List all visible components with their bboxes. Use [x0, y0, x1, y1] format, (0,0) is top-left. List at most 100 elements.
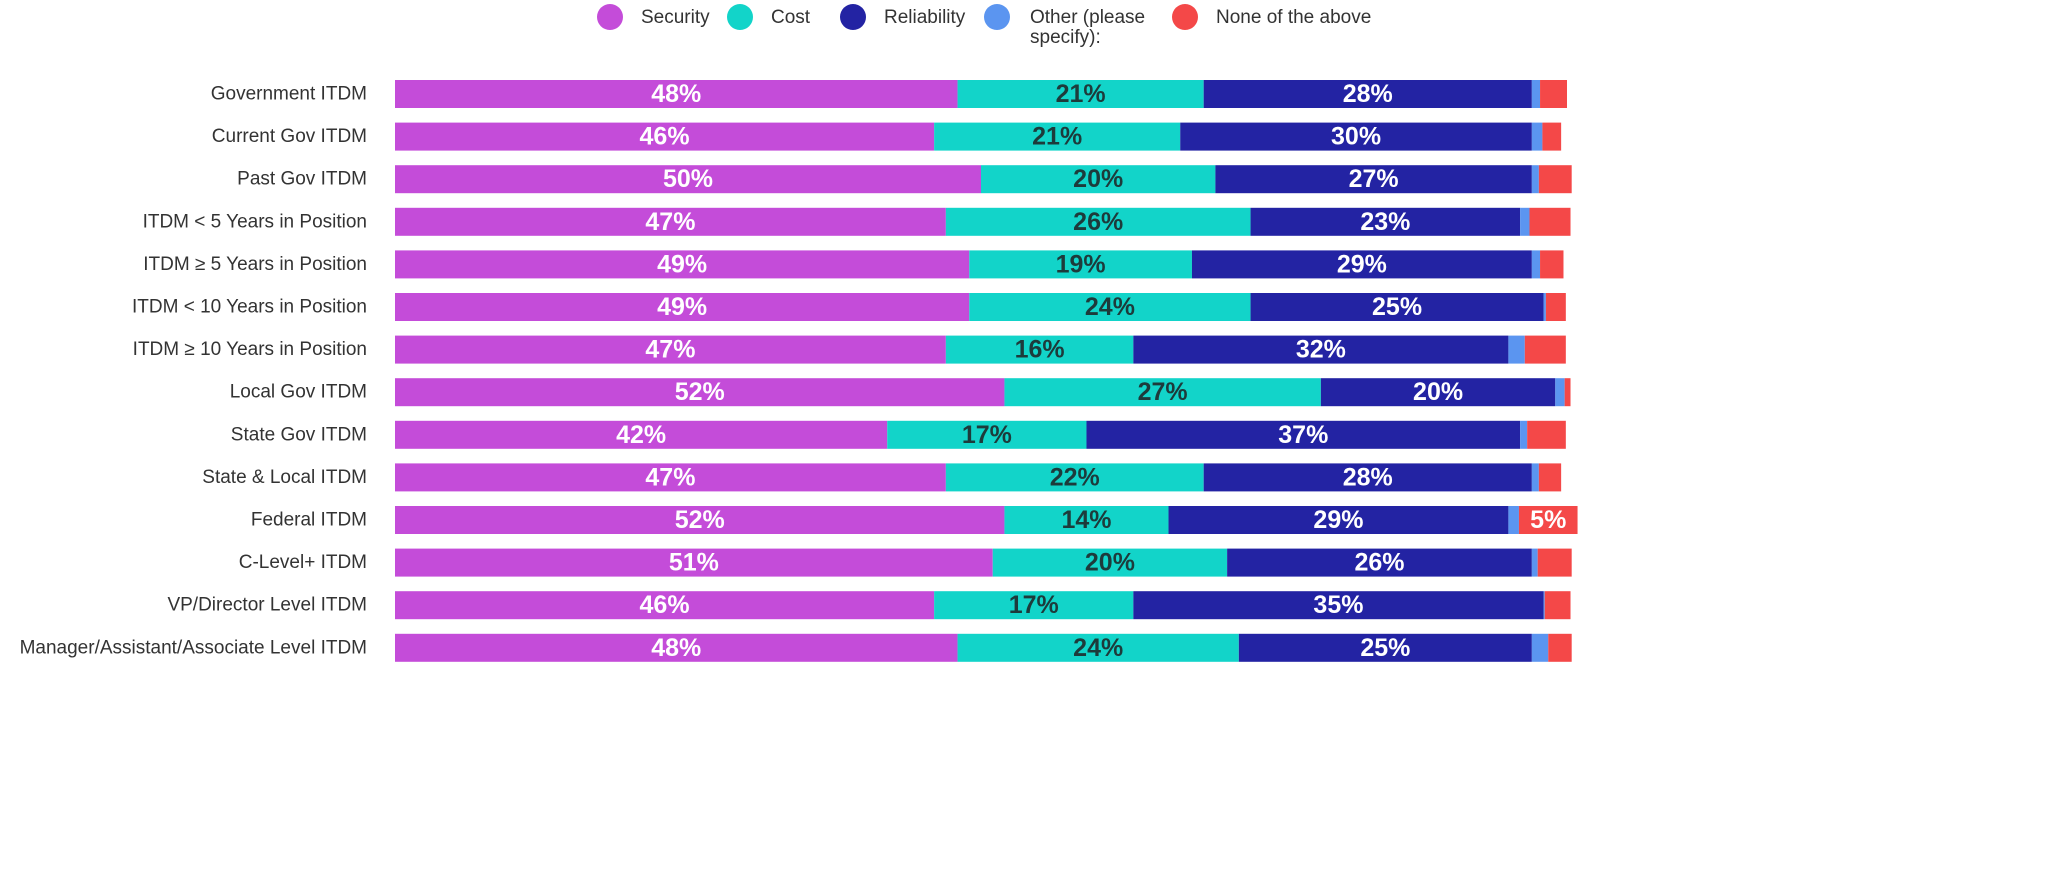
- bar-segment: [1555, 378, 1565, 407]
- data-label: 17%: [962, 421, 1012, 449]
- data-label: 29%: [1337, 250, 1387, 278]
- legend-swatch: [597, 4, 623, 30]
- bar-segment: [1538, 463, 1562, 492]
- y-tick-label: Manager/Assistant/Associate Level ITDM: [20, 637, 367, 658]
- bar-segment: [1508, 335, 1525, 364]
- data-label: 48%: [651, 80, 701, 108]
- bar-segment: [1203, 80, 1532, 108]
- bar-segment: [395, 207, 946, 236]
- bar-segment: [1004, 506, 1169, 534]
- bar-segment: [1531, 122, 1543, 151]
- bar-segment: [395, 548, 993, 577]
- bar-segment: [1531, 250, 1541, 279]
- data-label: 22%: [1050, 463, 1100, 491]
- bar-segment: [945, 207, 1251, 236]
- data-label: 47%: [645, 463, 695, 491]
- data-label: 49%: [657, 293, 707, 321]
- bar-segment: [1531, 633, 1549, 662]
- data-label: 52%: [675, 506, 725, 534]
- bar-segment: [1524, 335, 1566, 364]
- data-label: 46%: [640, 591, 690, 619]
- bar-segment: [395, 378, 1005, 407]
- bar-segment: [1527, 420, 1566, 449]
- data-label: 25%: [1372, 293, 1422, 321]
- data-label: 21%: [1056, 80, 1106, 108]
- bar-segment: [1531, 165, 1539, 194]
- bar-segment: [1564, 378, 1571, 407]
- data-label: 50%: [663, 165, 713, 193]
- bar-segment: [395, 420, 888, 449]
- bar-segment: [934, 591, 1134, 620]
- bar-segment: [1250, 293, 1544, 321]
- data-label: 21%: [1032, 123, 1082, 151]
- bar-segment: [1180, 122, 1532, 151]
- legend-swatch: [984, 4, 1010, 30]
- bar-segment: [395, 335, 946, 364]
- legend-item: Cost: [727, 0, 847, 60]
- bar-segment: [1086, 420, 1521, 449]
- bar-segment: [1545, 293, 1566, 321]
- data-label: 25%: [1360, 634, 1410, 662]
- legend-label: Reliability: [884, 7, 966, 28]
- data-label: 17%: [1009, 591, 1059, 619]
- legend-item: Security: [597, 0, 747, 60]
- legend-swatch: [1172, 4, 1198, 30]
- data-label: 42%: [616, 421, 666, 449]
- bar-segment: [395, 591, 935, 620]
- bar-segment: [395, 250, 970, 279]
- data-label: 28%: [1343, 463, 1393, 491]
- bar-segment: [1133, 335, 1509, 364]
- bar-segment: [887, 420, 1087, 449]
- data-label: 20%: [1073, 165, 1123, 193]
- legend-label: Other (please specify):: [1030, 7, 1146, 48]
- data-label: 24%: [1073, 634, 1123, 662]
- data-label: 47%: [645, 336, 695, 364]
- bar-segment: [1508, 506, 1519, 534]
- bar-segment: [395, 293, 970, 321]
- bar-segment: [395, 122, 935, 151]
- bar-segment: [1215, 165, 1532, 194]
- y-tick-label: ITDM ≥ 10 Years in Position: [133, 339, 367, 360]
- legend-label: Security: [641, 7, 710, 28]
- bar-segment: [395, 463, 946, 492]
- legend-label: None of the above: [1216, 7, 1372, 28]
- y-tick-label: State Gov ITDM: [231, 424, 367, 445]
- bar-segment: [934, 122, 1181, 151]
- bar-segment: [1529, 207, 1571, 236]
- bar-segment: [969, 293, 1251, 321]
- bar-segment: [1537, 548, 1572, 577]
- bar-segment: [1004, 378, 1321, 407]
- data-label: 27%: [1349, 165, 1399, 193]
- bar-segment: [1238, 633, 1532, 662]
- data-label: 49%: [657, 250, 707, 278]
- y-tick-label: ITDM < 10 Years in Position: [132, 297, 367, 318]
- bar-segment: [1548, 633, 1572, 662]
- y-tick-label: Government ITDM: [211, 84, 367, 105]
- y-tick-label: ITDM ≥ 5 Years in Position: [143, 254, 367, 275]
- y-tick-label: ITDM < 5 Years in Position: [143, 211, 367, 232]
- bar-segment: [395, 506, 1005, 534]
- bar-segment: [1543, 591, 1545, 620]
- data-label: 20%: [1413, 378, 1463, 406]
- data-label: 20%: [1085, 549, 1135, 577]
- data-label: 30%: [1331, 123, 1381, 151]
- y-tick-label: Past Gov ITDM: [237, 169, 367, 190]
- data-label: 14%: [1061, 506, 1111, 534]
- legend-label: Cost: [771, 7, 811, 28]
- bar-segment: [1320, 378, 1556, 407]
- data-label: 28%: [1343, 80, 1393, 108]
- bar-segment: [395, 165, 981, 194]
- bar-segment: [1250, 207, 1521, 236]
- data-label: 23%: [1360, 208, 1410, 236]
- data-label: 27%: [1138, 378, 1188, 406]
- y-tick-label: Current Gov ITDM: [212, 126, 367, 147]
- data-label: 24%: [1085, 293, 1135, 321]
- bar-segment: [992, 548, 1228, 577]
- y-tick-label: Local Gov ITDM: [230, 382, 367, 403]
- bar-segment: [1203, 463, 1532, 492]
- y-tick-label: Federal ITDM: [251, 510, 367, 531]
- data-label: 48%: [651, 634, 701, 662]
- bar-segment: [1540, 250, 1564, 279]
